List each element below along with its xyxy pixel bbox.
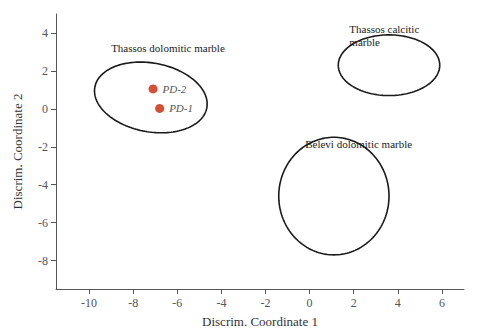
svg-text:0: 0 [307,296,313,310]
svg-text:2: 2 [42,64,48,78]
svg-text:Discrim. Coordinate 1: Discrim. Coordinate 1 [202,314,318,329]
svg-text:-8: -8 [38,254,48,268]
svg-text:Thassos calcitic: Thassos calcitic [349,23,419,35]
svg-text:-8: -8 [128,296,138,310]
svg-text:-4: -4 [216,296,226,310]
svg-text:4: 4 [42,26,48,40]
svg-text:-2: -2 [38,140,48,154]
svg-text:-10: -10 [81,296,97,310]
svg-text:4: 4 [395,296,401,310]
svg-text:Discrim. Coordinate 2: Discrim. Coordinate 2 [10,94,25,210]
svg-text:Thassos dolomitic marble: Thassos dolomitic marble [111,42,225,54]
svg-text:-4: -4 [38,178,48,192]
svg-text:-6: -6 [38,216,48,230]
svg-text:marble: marble [349,36,380,48]
svg-text:6: 6 [439,296,445,310]
svg-text:Belevi dolomitic marble: Belevi dolomitic marble [305,138,412,150]
svg-text:2: 2 [351,296,357,310]
svg-text:0: 0 [42,102,48,116]
svg-text:PD-2: PD-2 [162,83,187,95]
svg-text:-6: -6 [172,296,182,310]
svg-text:PD-1: PD-1 [168,102,193,114]
svg-text:-2: -2 [261,296,271,310]
